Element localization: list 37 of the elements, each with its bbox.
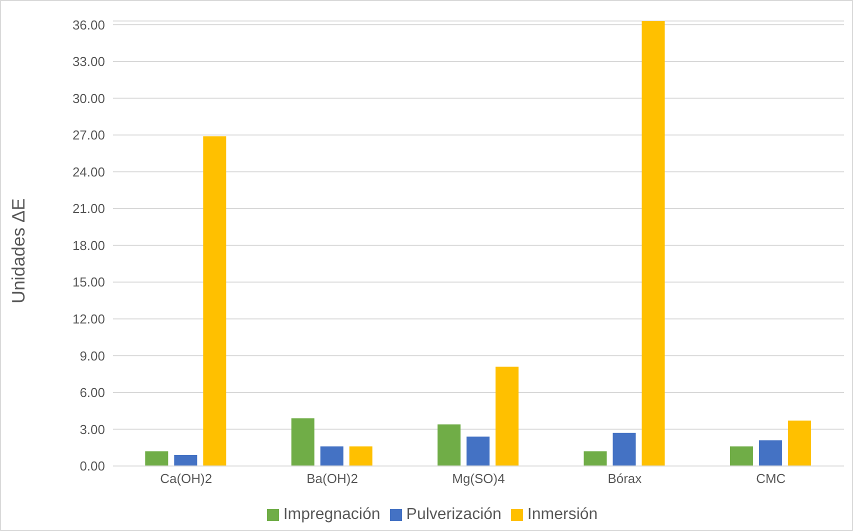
- y-axis-title: Unidades ΔE: [8, 198, 28, 304]
- y-tick-label: 12.00: [72, 312, 105, 327]
- x-tick-label: Ba(OH)2: [306, 471, 358, 486]
- y-tick-label: 33.00: [72, 54, 105, 70]
- bar: [291, 418, 314, 466]
- bar: [349, 446, 372, 466]
- bar: [496, 366, 519, 466]
- x-tick-label: Ca(OH)2: [160, 471, 212, 486]
- legend-label: Pulverización: [406, 506, 502, 523]
- bar: [788, 420, 811, 466]
- y-tick-label: 15.00: [72, 274, 105, 290]
- y-tick-label: 6.00: [80, 385, 105, 400]
- x-tick-label: Mg(SO)4: [452, 471, 505, 486]
- bar: [642, 21, 665, 466]
- y-tick-label: 24.00: [72, 164, 105, 180]
- bar: [174, 454, 198, 466]
- y-tick-label: 21.00: [72, 201, 105, 216]
- bar: [438, 424, 461, 466]
- y-tick-label: 36.00: [72, 17, 105, 32]
- bar: [612, 432, 636, 466]
- bar: [730, 446, 753, 466]
- y-tick-label: 0.00: [80, 458, 105, 474]
- bar: [203, 136, 226, 466]
- bar: [145, 451, 168, 466]
- legend-label: Impregnación: [283, 506, 380, 523]
- y-tick-label: 9.00: [80, 348, 105, 364]
- y-tick-label: 18.00: [72, 238, 105, 253]
- bar: [758, 440, 782, 466]
- y-tick-label: 30.00: [72, 90, 105, 106]
- legend-label: Inmersión: [527, 506, 598, 523]
- y-tick-label: 3.00: [80, 422, 105, 437]
- bar: [466, 436, 490, 466]
- x-tick-label: CMC: [756, 471, 786, 486]
- y-tick-label: 27.00: [72, 128, 105, 143]
- bar: [584, 451, 607, 466]
- bar: [320, 446, 344, 466]
- x-tick-label: Bórax: [608, 471, 642, 486]
